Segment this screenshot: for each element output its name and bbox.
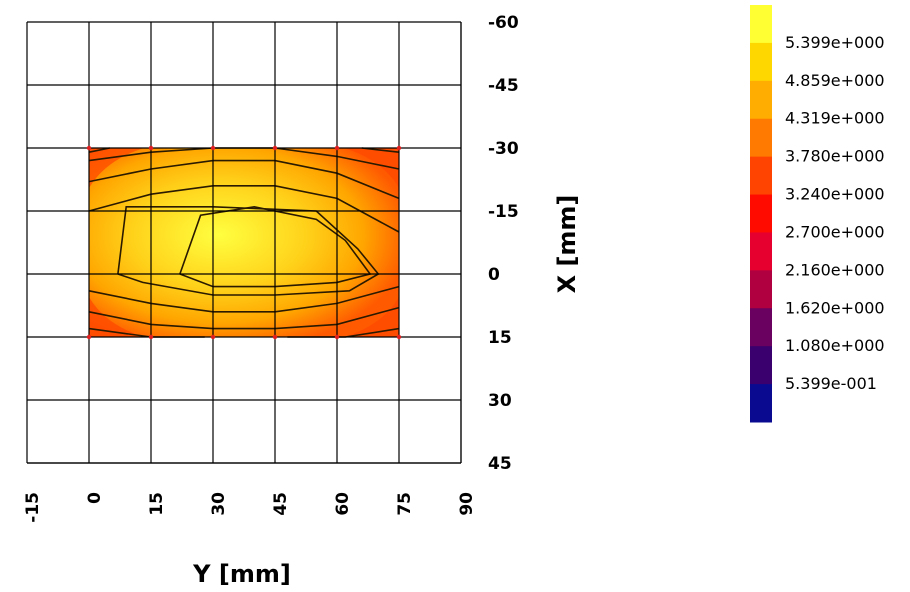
colorbar-segment [750,346,772,385]
mesh-node [86,334,92,340]
heat-field [89,148,399,337]
colorbar-label: 2.160e+000 [785,260,885,279]
mesh-node [334,145,340,151]
x-tick-label: 75 [395,492,415,516]
y-tick-label: -45 [488,76,519,96]
heat-corner [89,297,144,337]
mesh-node [396,334,402,340]
colorbar-segment [750,42,772,82]
mesh-node [272,145,278,151]
y-tick-label: 30 [488,391,512,411]
y-tick-label: 15 [488,328,512,348]
colorbar-segment [750,308,772,347]
mesh-node [86,145,92,151]
x-tick-label: 30 [209,492,229,516]
mesh-node [272,334,278,340]
colorbar-segment [750,384,772,423]
colorbar-label: 3.780e+000 [785,147,885,166]
heat-corner [344,297,399,337]
colorbar-segment [750,194,772,233]
y-tick-label: -60 [488,13,519,33]
colorbar: 5.399e+000 4.859e+000 4.319e+000 3.780e+000… [750,5,885,423]
colorbar-label: 1.620e+000 [785,298,885,317]
y-axis-label: X [mm] [553,195,581,294]
x-axis-label: Y [mm] [192,560,291,588]
mesh-node [396,145,402,151]
colorbar-segment [750,232,772,271]
x-tick-label: 60 [333,492,353,516]
mesh-node [334,334,340,340]
contour-line [88,147,110,153]
contour-line [88,306,400,330]
mesh-node [210,334,216,340]
y-tick-label: 0 [488,265,500,285]
colorbar-label: 1.080e+000 [785,336,885,355]
contour-line [88,285,400,313]
y-tick-labels: -60 -45 -30 -15 0 15 30 45 [488,13,519,474]
x-tick-label: 45 [271,492,291,516]
colorbar-segment [750,156,772,196]
colorbar-segment [750,270,772,309]
colorbar-label: 4.859e+000 [785,71,885,90]
colorbar-label: 5.399e+000 [785,33,885,52]
colorbar-segment [750,80,772,120]
colorbar-label: 4.319e+000 [785,109,885,128]
x-tick-label: 0 [85,492,105,504]
colorbar-label: 2.700e+000 [785,222,885,241]
x-tick-label: 15 [147,492,167,516]
colorbar-segment [750,5,772,44]
contour-line [88,159,400,200]
contour-line [361,147,400,153]
mesh-node [148,334,154,340]
x-tick-label: 90 [457,492,477,516]
contour-line [88,185,400,233]
y-tick-label: 45 [488,454,512,474]
colorbar-label: 5.399e-001 [785,374,877,393]
mesh-node [148,145,154,151]
colorbar-segment [750,118,772,158]
colorbar-label: 3.240e+000 [785,185,885,204]
plot-area [26,21,462,464]
x-tick-label: -15 [23,492,43,523]
mesh-node [210,145,216,151]
y-tick-label: -15 [488,202,519,222]
heat-corner [344,148,399,188]
x-tick-labels: -15 0 15 30 45 60 75 90 [23,492,477,523]
y-tick-label: -30 [488,139,519,159]
